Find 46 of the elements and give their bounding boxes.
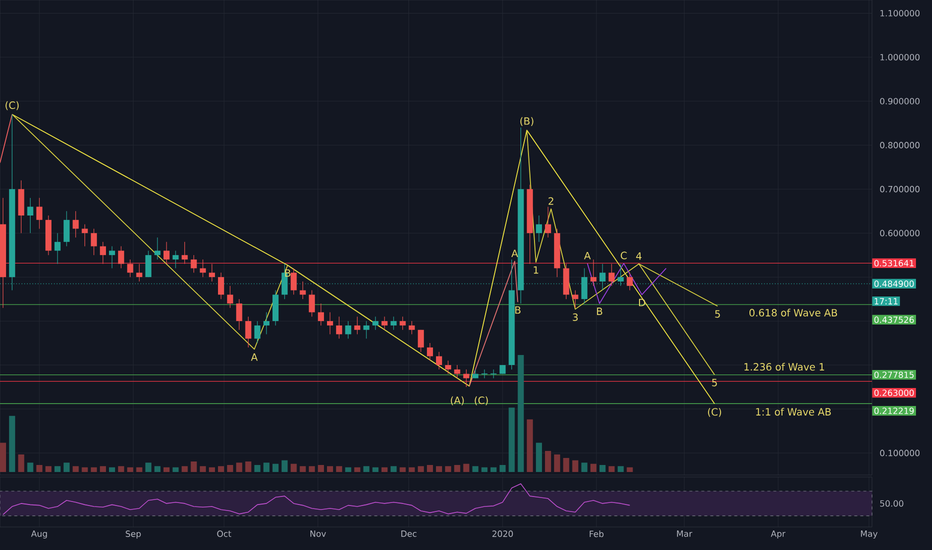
- y-tick-label: 0.100000: [880, 450, 920, 456]
- annotation: A: [250, 353, 258, 361]
- y-tick-label: 0.900000: [880, 98, 920, 104]
- annotation: A: [511, 250, 518, 258]
- x-tick-label: Feb: [590, 530, 604, 538]
- x-tick-label: Dec: [401, 530, 416, 537]
- y-tick-label: 0.600000: [880, 230, 920, 236]
- text: 50.00: [880, 500, 904, 507]
- annotation: 0.618 of Wave AB: [749, 308, 838, 316]
- ref-line-label: 0.212219: [874, 408, 914, 414]
- annotation: (C): [474, 396, 488, 406]
- x-tick-label: May: [861, 530, 878, 538]
- annotation: D: [639, 298, 646, 306]
- ref-line-label: 0.277815: [874, 372, 914, 378]
- y-tick-label: 0.700000: [880, 186, 920, 192]
- text: 17:11: [874, 298, 898, 304]
- x-tick-label: Nov: [310, 530, 326, 537]
- x-tick-label: Aug: [31, 530, 47, 538]
- annotation: B: [285, 269, 290, 277]
- x-tick-label: Sep: [126, 530, 141, 539]
- annotation: 3: [572, 313, 578, 321]
- annotation: 1:1 of Wave AB: [756, 408, 831, 416]
- annotation: 1.236 of Wave 1: [744, 362, 824, 371]
- annotation: 4: [636, 252, 642, 260]
- annotation: (C): [708, 408, 722, 417]
- x-tick-label: Mar: [677, 530, 692, 537]
- ref-line-label: 0.531641: [874, 260, 914, 266]
- y-tick-label: 0.800000: [880, 142, 920, 148]
- ref-line-label: 0.437526: [874, 316, 914, 323]
- y-tick-label: 1.000000: [880, 54, 920, 60]
- annotation: B: [515, 306, 520, 314]
- annotation: (A): [450, 396, 464, 406]
- annotation: B: [597, 308, 602, 315]
- annotation: 1: [534, 266, 538, 274]
- annotation: A: [584, 252, 591, 260]
- x-tick-label: Oct: [217, 530, 232, 537]
- x-tick-label: Apr: [770, 530, 786, 538]
- y-tick-label: 1.100000: [880, 10, 920, 16]
- annotation: C: [620, 252, 627, 260]
- x-tick-label: 2020: [492, 530, 513, 537]
- annotation: 5: [715, 310, 720, 318]
- ref-line-label: 0.263000: [874, 390, 914, 396]
- annotation: (C): [6, 101, 19, 110]
- ref-line-label: 0.484900: [874, 280, 914, 287]
- annotation: (B): [520, 117, 534, 126]
- annotation: 2: [548, 197, 554, 205]
